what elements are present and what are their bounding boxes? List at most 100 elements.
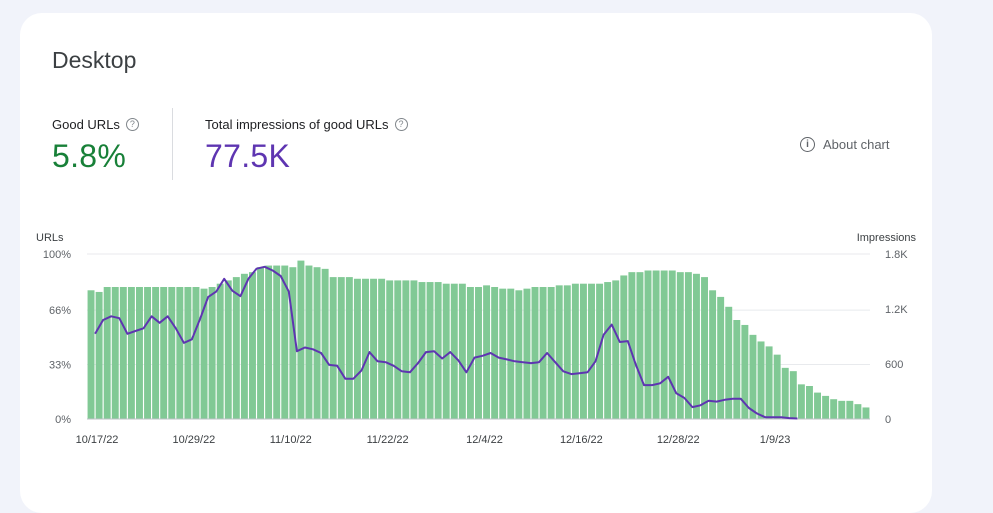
bar — [135, 287, 143, 419]
bar — [240, 273, 248, 419]
y-tick-label-right: 600 — [885, 359, 903, 371]
bar — [466, 287, 474, 419]
y-tick-label-right: 0 — [885, 414, 891, 426]
bar — [144, 287, 152, 419]
bar — [692, 273, 700, 419]
bar — [370, 278, 378, 419]
x-tick-label: 12/4/22 — [466, 434, 503, 446]
bar — [596, 283, 604, 419]
bar — [612, 280, 620, 419]
bar — [232, 277, 240, 419]
bar — [87, 290, 95, 419]
bar — [531, 287, 539, 419]
bar — [442, 283, 450, 419]
bar — [660, 270, 668, 419]
bar — [588, 283, 595, 419]
bar — [281, 265, 289, 419]
bar — [499, 288, 507, 419]
bar — [652, 270, 660, 419]
bar — [717, 296, 725, 419]
bar — [160, 287, 168, 419]
bar — [814, 392, 822, 419]
info-icon: i — [800, 137, 815, 152]
bar — [571, 283, 579, 419]
bar — [491, 287, 499, 419]
bar — [676, 272, 684, 419]
bar — [668, 270, 676, 419]
y-tick-label-left: 0% — [55, 414, 71, 426]
bar — [458, 283, 466, 419]
bar — [846, 400, 854, 419]
y-tick-label-right: 1.2K — [885, 304, 908, 316]
impressions-line — [94, 265, 798, 420]
chart-card: Desktop Good URLs ? 5.8% Total impressio… — [20, 13, 932, 513]
bar — [200, 288, 208, 419]
metric-good-urls: Good URLs ? 5.8% — [52, 117, 139, 175]
bar — [305, 265, 313, 419]
bar — [701, 277, 708, 419]
bar — [216, 283, 224, 419]
help-icon[interactable]: ? — [125, 118, 139, 131]
bar — [265, 265, 273, 419]
about-chart-button[interactable]: i About chart — [800, 137, 890, 152]
bar — [394, 280, 402, 419]
bar — [628, 272, 636, 419]
x-tick-label: 11/22/22 — [367, 434, 409, 446]
x-tick-label: 12/28/22 — [657, 434, 700, 446]
bar — [410, 280, 418, 419]
bar — [644, 270, 652, 419]
bar — [838, 400, 846, 419]
y-tick-label-right: 1.8K — [885, 249, 908, 261]
bar — [321, 268, 329, 419]
bar — [789, 371, 797, 419]
bar — [418, 282, 426, 419]
card-title: Desktop — [52, 47, 137, 73]
bar — [781, 367, 789, 419]
metric-label: Good URLs — [52, 117, 120, 132]
bar — [313, 267, 321, 419]
bar — [757, 341, 765, 419]
bar — [208, 287, 216, 419]
bar — [273, 265, 281, 419]
bar — [329, 277, 337, 419]
bar — [152, 287, 160, 419]
bar — [249, 272, 256, 419]
bar — [402, 280, 410, 419]
bar — [386, 280, 394, 419]
bar — [749, 334, 757, 419]
bar — [579, 283, 587, 419]
x-tick-label: 10/17/22 — [76, 434, 119, 446]
about-chart-label: About chart — [823, 137, 890, 152]
bar — [297, 260, 305, 419]
bar — [111, 287, 119, 419]
bar — [725, 306, 733, 419]
metric-total-impressions: Total impressions of good URLs ? 77.5K — [205, 117, 408, 175]
bar — [119, 287, 127, 419]
bar — [555, 285, 563, 419]
bar — [620, 275, 628, 419]
bar — [127, 287, 135, 419]
bar — [741, 324, 749, 419]
bar — [733, 320, 741, 419]
bar — [353, 278, 361, 419]
bar — [362, 278, 369, 419]
bar — [797, 384, 805, 419]
bar — [95, 291, 103, 419]
bar — [709, 290, 717, 419]
bar — [636, 272, 644, 419]
bar — [862, 407, 870, 419]
x-tick-label: 10/29/22 — [172, 434, 215, 446]
help-icon[interactable]: ? — [394, 118, 408, 131]
bar — [765, 346, 773, 419]
bar — [103, 287, 111, 419]
bar — [773, 354, 781, 419]
bar — [345, 277, 353, 419]
y-tick-label-left: 66% — [49, 305, 71, 317]
bar — [192, 287, 200, 419]
metric-value: 77.5K — [205, 138, 291, 174]
bar — [805, 386, 813, 419]
metric-value: 5.8% — [52, 138, 127, 174]
bar — [337, 277, 345, 419]
y-tick-label-left: 100% — [43, 249, 71, 261]
bar — [604, 282, 612, 419]
